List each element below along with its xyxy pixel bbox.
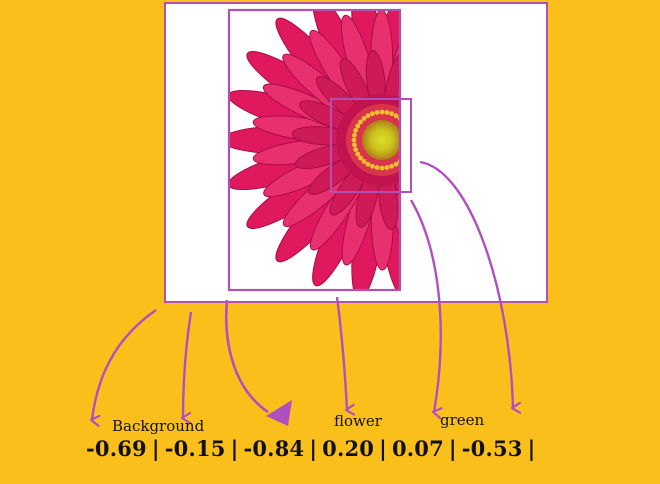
stamen-dot	[352, 132, 357, 138]
separator: |	[379, 436, 387, 461]
stamen-dot	[379, 165, 385, 171]
value-1: -0.69	[86, 436, 147, 461]
stamen-dot	[393, 113, 399, 119]
arrow-3-head	[266, 400, 292, 426]
stamen-dot	[393, 161, 399, 167]
arrow-6	[419, 160, 513, 408]
stamen-dot	[358, 119, 363, 125]
value-6: -0.53	[461, 436, 523, 461]
values-row: -0.69 | -0.15 | -0.84 | 0.20 | 0.07 | -0.53 |	[86, 436, 540, 461]
stamen-dot	[358, 155, 363, 161]
stamen-dot	[384, 165, 390, 170]
stamen-dot	[351, 137, 357, 143]
stamen-dot	[374, 110, 380, 115]
label-flower: flower	[334, 412, 382, 430]
stamen-dot	[379, 109, 385, 115]
stamen-dot	[353, 147, 359, 152]
value-2: -0.15	[164, 436, 226, 461]
label-green: green	[440, 411, 485, 429]
stamen-dot	[370, 163, 375, 169]
flower-image	[230, 10, 400, 290]
stamen-dot	[389, 163, 394, 169]
stamen-dot	[384, 110, 390, 115]
center-crop-frame	[330, 98, 412, 193]
stamen-dot	[353, 128, 359, 133]
stamen-dot	[355, 123, 361, 129]
arrow-4	[335, 296, 347, 410]
flower-center	[362, 120, 400, 160]
arrow-1	[92, 309, 157, 420]
stamen-dot	[361, 116, 367, 121]
stamen-dot	[370, 111, 375, 117]
arrow-3	[225, 299, 269, 414]
separator: |	[151, 436, 160, 461]
value-4: 0.20	[322, 436, 375, 461]
stamen-dot	[389, 111, 394, 117]
stamen-dot	[365, 161, 371, 167]
stamen-dot	[365, 113, 371, 119]
value-3: -0.84	[243, 436, 305, 461]
value-5: 0.07	[391, 436, 444, 461]
stamen-dot	[352, 142, 357, 148]
stamen-dot	[374, 165, 380, 170]
separator: |	[230, 436, 239, 461]
label-background: Background	[112, 417, 205, 435]
stamen-dot	[361, 159, 367, 164]
stamen-dot	[355, 151, 361, 157]
separator: |	[448, 436, 457, 461]
separator: |	[527, 436, 536, 461]
arrow-5	[409, 199, 441, 412]
arrow-2	[183, 311, 193, 418]
separator: |	[309, 436, 318, 461]
flower-crop-frame	[227, 8, 402, 292]
